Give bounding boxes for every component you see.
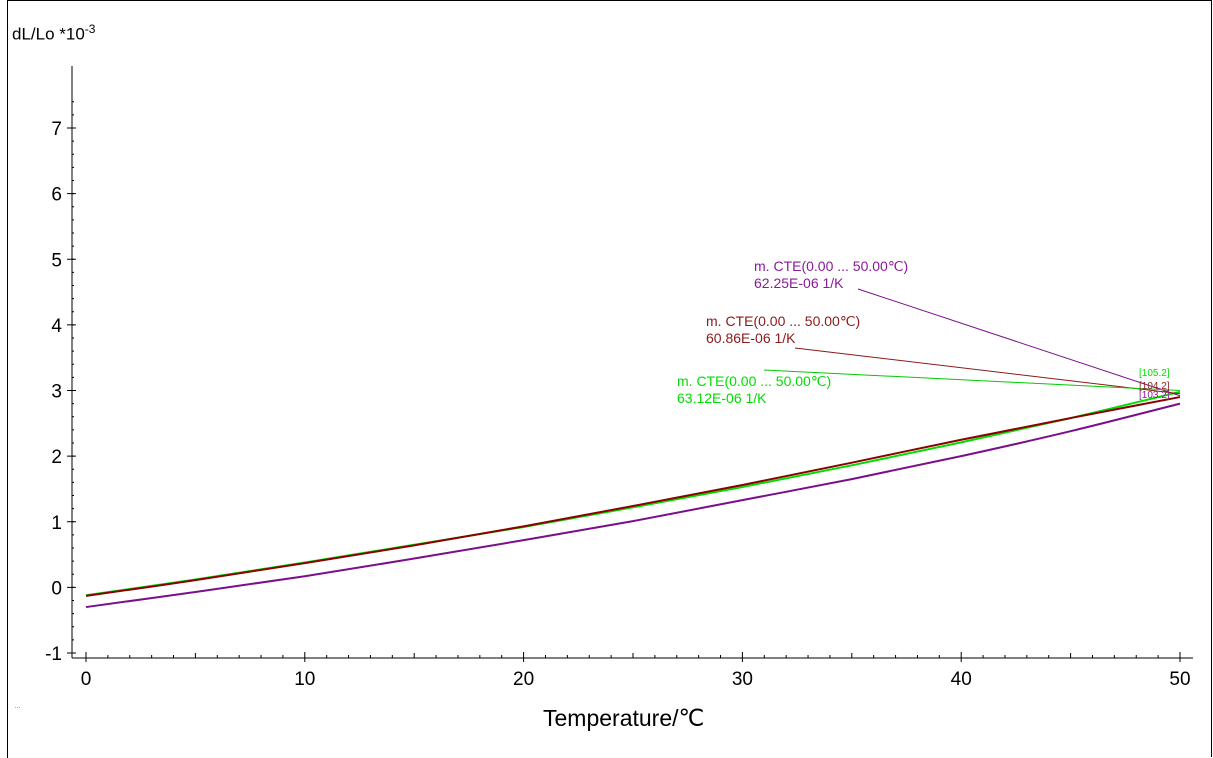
x-axis-label: Temperature/℃ xyxy=(543,705,705,731)
x-tick-label: 10 xyxy=(294,669,315,690)
y-tick-label: 0 xyxy=(51,578,62,599)
marker-label-green: [105.2] xyxy=(1139,368,1170,379)
x-tick-label: 20 xyxy=(513,669,534,690)
x-tick-label: 50 xyxy=(1169,669,1190,690)
leader-line-green xyxy=(763,369,1181,391)
marker-label-purple: [103.2] xyxy=(1139,390,1170,401)
series-green-line xyxy=(85,390,1181,597)
series-darkred-line xyxy=(85,396,1181,597)
annotation-green-title: m. CTE(0.00 ... 50.00℃) xyxy=(677,373,832,389)
y-tick-label: 7 xyxy=(51,119,62,140)
annotation-green: m. CTE(0.00 ... 50.00℃) 63.12E-06 1/K xyxy=(677,373,831,407)
annotation-darkred-value: 60.86E-06 1/K xyxy=(706,330,796,346)
chart-frame xyxy=(7,0,1212,757)
annotation-darkred: m. CTE(0.00 ... 50.00℃) 60.86E-06 1/K xyxy=(706,313,860,347)
y-tick-label: 2 xyxy=(51,447,62,468)
footnote: … xyxy=(14,703,22,710)
annotation-green-value: 63.12E-06 1/K xyxy=(677,390,767,406)
y-tick-label: 3 xyxy=(51,382,62,403)
annotation-darkred-title: m. CTE(0.00 ... 50.00℃) xyxy=(706,313,861,329)
annotation-purple: m. CTE(0.00 ... 50.00℃) 62.25E-06 1/K xyxy=(754,258,908,292)
x-tick-label: 40 xyxy=(951,669,972,690)
y-tick-label: 6 xyxy=(51,185,62,206)
leader-line-purple xyxy=(857,288,1181,397)
y-tick-label: 5 xyxy=(51,250,62,271)
y-tick-label: 1 xyxy=(51,513,62,534)
leader-line-darkred xyxy=(794,347,1181,395)
marker-label-darkred: [104.2] xyxy=(1139,381,1170,392)
series-purple-line xyxy=(85,402,1181,609)
y-tick-label: 4 xyxy=(51,316,62,337)
annotation-purple-value: 62.25E-06 1/K xyxy=(754,275,844,291)
y-axis-label: dL/Lo *10-3 xyxy=(12,22,96,44)
x-tick-label: 30 xyxy=(732,669,753,690)
y-tick-label: -1 xyxy=(45,644,62,665)
chart-frame-left-edge xyxy=(7,0,8,758)
x-tick-label: 0 xyxy=(81,669,92,690)
annotation-purple-title: m. CTE(0.00 ... 50.00℃) xyxy=(754,258,909,274)
